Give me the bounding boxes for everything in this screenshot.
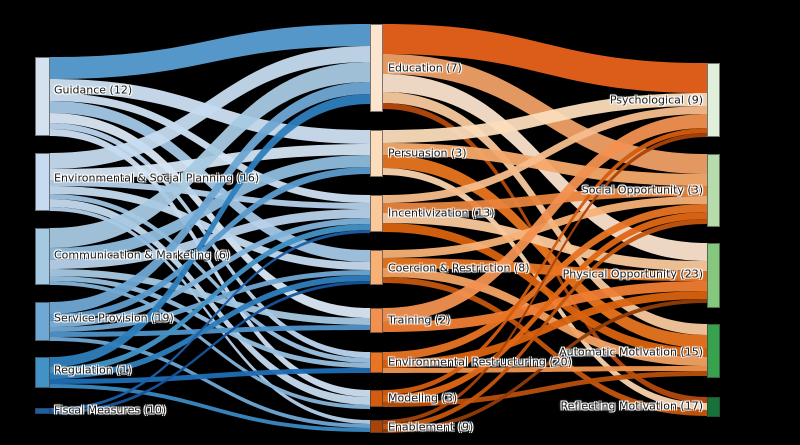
node-reflecting-motivation[interactable] bbox=[707, 397, 720, 417]
flow-reg-env[interactable] bbox=[50, 368, 370, 384]
node-incentivization[interactable] bbox=[370, 195, 383, 232]
node-environmental-restructuring[interactable] bbox=[370, 352, 383, 373]
node-label-enablement: Enablement (9) bbox=[388, 420, 474, 434]
node-label-reflecting-motivation: Reflecting Motivation (17) bbox=[560, 399, 703, 413]
node-environmental-social-planning[interactable] bbox=[35, 153, 50, 211]
flow-reg-coe[interactable] bbox=[50, 275, 370, 379]
node-label-communication-marketing: Communication & Marketing (6) bbox=[54, 248, 231, 262]
flow-mod-aut[interactable] bbox=[383, 371, 707, 407]
node-label-training: Training (2) bbox=[388, 313, 451, 327]
flow-cm-per[interactable] bbox=[50, 155, 370, 260]
node-label-coercion-restriction: Coercion & Restriction (8) bbox=[388, 261, 530, 275]
flow-coe-aut[interactable] bbox=[383, 268, 707, 366]
flow-guidance-coe[interactable] bbox=[50, 101, 370, 262]
flow-mod-soc[interactable] bbox=[383, 212, 707, 402]
flow-reg-ena[interactable] bbox=[50, 384, 370, 432]
flow-sp-edu[interactable] bbox=[50, 82, 370, 314]
flow-inc-psy[interactable] bbox=[383, 106, 707, 203]
flow-esp-edu[interactable] bbox=[50, 46, 370, 169]
node-communication-marketing[interactable] bbox=[35, 228, 50, 285]
flow-sp-per[interactable] bbox=[50, 167, 370, 321]
flow-esp-env[interactable] bbox=[50, 194, 370, 363]
node-psychological[interactable] bbox=[707, 63, 720, 137]
flow-ena-soc[interactable] bbox=[383, 219, 707, 429]
node-label-environmental-restructuring: Environmental Restructuring (20) bbox=[388, 355, 572, 369]
flow-sp-inc[interactable] bbox=[50, 218, 370, 327]
node-label-persuasion: Persuasion (3) bbox=[388, 146, 467, 160]
flow-edu-psy[interactable] bbox=[383, 24, 707, 93]
flow-guidance-tra[interactable] bbox=[50, 113, 370, 318]
node-regulation[interactable] bbox=[35, 357, 50, 388]
node-guidance[interactable] bbox=[35, 57, 50, 136]
flow-cm-edu[interactable] bbox=[50, 62, 370, 248]
node-education[interactable] bbox=[370, 24, 383, 112]
flow-cm-inc[interactable] bbox=[50, 209, 370, 269]
flow-reg-inc[interactable] bbox=[50, 224, 370, 373]
flow-inc-phy[interactable] bbox=[383, 213, 707, 271]
node-automatic-motivation[interactable] bbox=[707, 324, 720, 378]
flow-fm-inc[interactable] bbox=[50, 230, 370, 411]
flow-esp-ena[interactable] bbox=[50, 207, 370, 424]
flow-coe-ref[interactable] bbox=[383, 277, 707, 416]
node-label-environmental-social-planning: Environmental & Social Planning (16) bbox=[54, 171, 260, 185]
node-persuasion[interactable] bbox=[370, 130, 383, 177]
flow-ena-phy[interactable] bbox=[383, 299, 707, 433]
node-coercion-restriction[interactable] bbox=[370, 250, 383, 285]
flow-env-soc[interactable] bbox=[383, 204, 707, 360]
flow-fm-coe[interactable] bbox=[50, 281, 370, 414]
node-label-regulation: Regulation (1) bbox=[54, 363, 132, 377]
node-label-psychological: Psychological (9) bbox=[609, 93, 703, 107]
flow-coe-soc[interactable] bbox=[383, 196, 707, 258]
flow-env-aut[interactable] bbox=[383, 366, 707, 373]
flow-tra-psy[interactable] bbox=[383, 114, 707, 322]
flow-per-soc[interactable] bbox=[383, 143, 707, 186]
flow-ena-psy[interactable] bbox=[383, 133, 707, 424]
flow-cm-mod[interactable] bbox=[50, 281, 370, 409]
flow-reg-edu[interactable] bbox=[50, 94, 370, 367]
flow-guidance-edu[interactable] bbox=[50, 24, 370, 79]
node-label-service-provision: Service Provision (19) bbox=[54, 311, 174, 325]
node-social-opportunity[interactable] bbox=[707, 154, 720, 227]
flow-inc-soc[interactable] bbox=[383, 186, 707, 213]
node-label-incentivization: Incentivization (13) bbox=[388, 206, 495, 220]
node-label-education: Education (7) bbox=[388, 61, 462, 75]
node-training[interactable] bbox=[370, 308, 383, 333]
node-physical-opportunity[interactable] bbox=[707, 243, 720, 308]
node-service-provision[interactable] bbox=[35, 302, 50, 341]
flow-mod-psy[interactable] bbox=[383, 128, 707, 395]
node-modeling[interactable] bbox=[370, 390, 383, 407]
node-enablement[interactable] bbox=[370, 420, 383, 433]
node-label-social-opportunity: Social Opportunity (3) bbox=[581, 183, 703, 197]
flow-inc-aut[interactable] bbox=[383, 223, 707, 357]
node-label-physical-opportunity: Physical Opportunity (23) bbox=[562, 267, 703, 281]
flow-per-psy[interactable] bbox=[383, 93, 707, 143]
flow-sp-ena[interactable] bbox=[50, 337, 370, 428]
node-label-modeling: Modeling (3) bbox=[388, 391, 458, 405]
flow-coe-phy[interactable] bbox=[383, 258, 707, 281]
node-label-automatic-motivation: Automatic Motivation (15) bbox=[559, 345, 703, 359]
node-label-fiscal-measures: Fiscal Measures (10) bbox=[54, 403, 167, 417]
flow-guidance-mod[interactable] bbox=[50, 129, 370, 397]
flow-env-phy[interactable] bbox=[383, 291, 707, 368]
flow-per-aut[interactable] bbox=[383, 155, 707, 348]
node-fiscal-measures[interactable] bbox=[35, 408, 50, 414]
node-label-guidance: Guidance (12) bbox=[54, 83, 133, 97]
